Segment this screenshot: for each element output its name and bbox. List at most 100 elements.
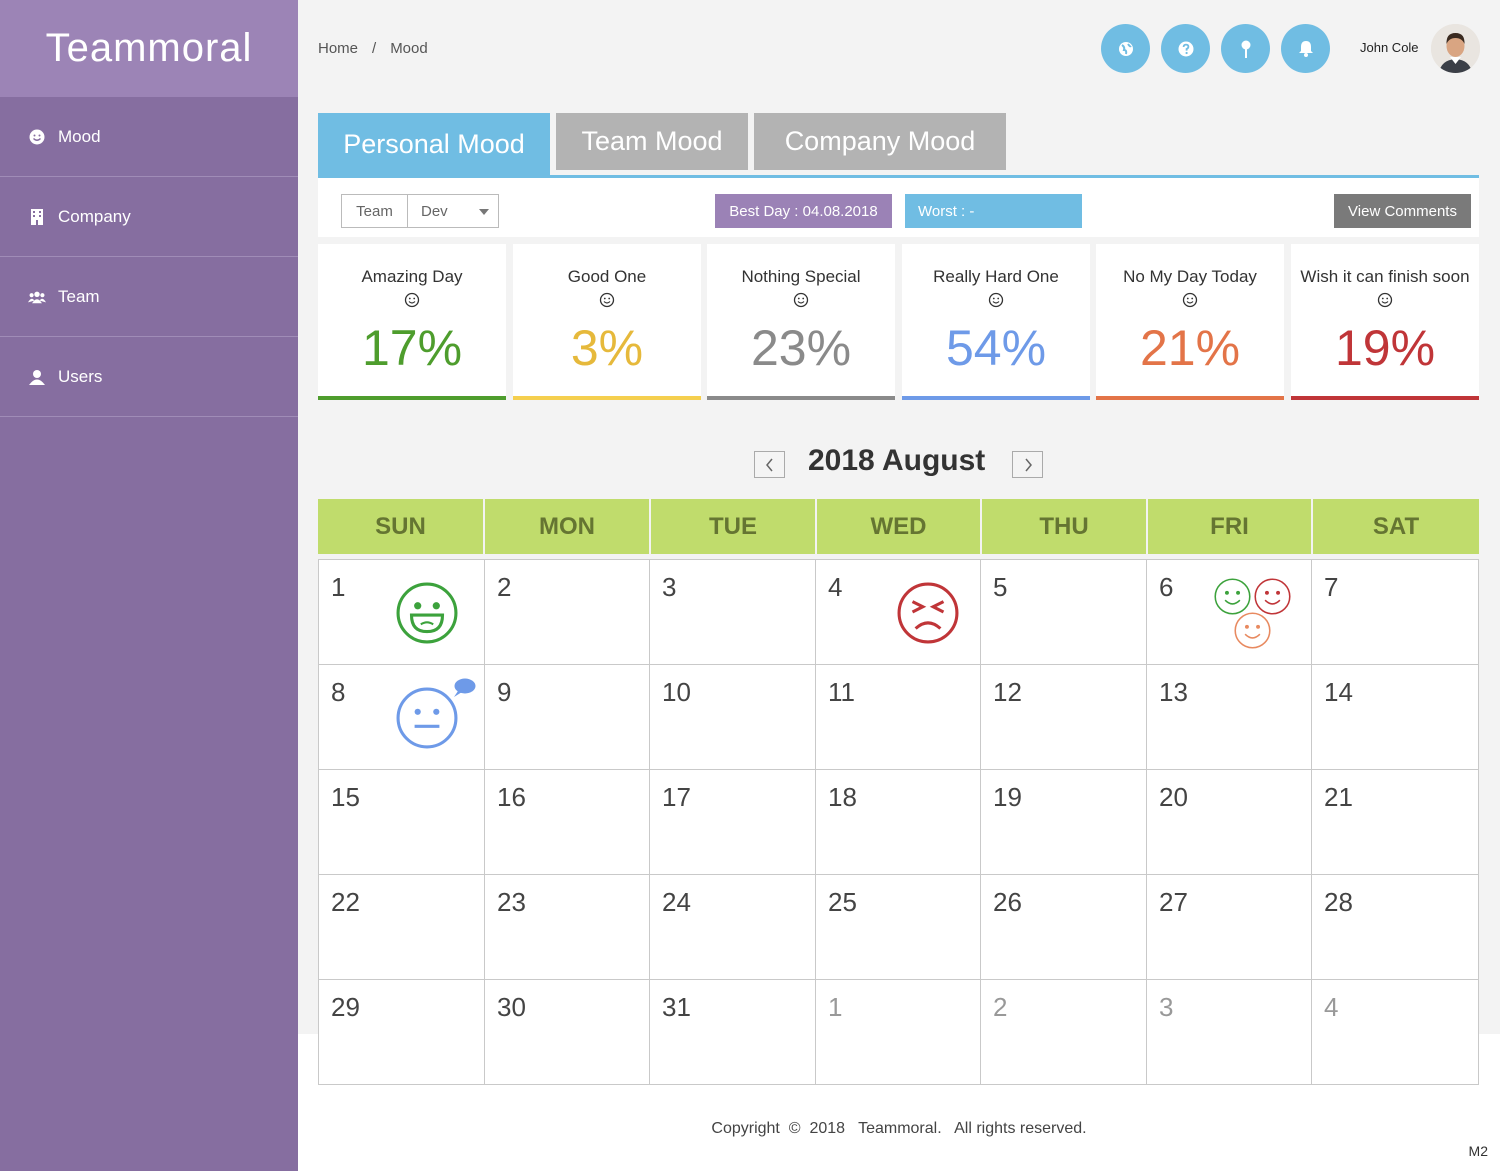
- calendar-day-cell[interactable]: 14: [1312, 665, 1479, 770]
- sidebar-item-company[interactable]: Company: [0, 177, 298, 257]
- tab-company-mood[interactable]: Company Mood: [754, 113, 1006, 170]
- calendar-day-cell[interactable]: 4: [816, 560, 981, 665]
- calendar-day-cell[interactable]: 28: [1312, 875, 1479, 980]
- stat-percent: 23%: [750, 320, 852, 376]
- chevron-right-icon: [1024, 458, 1032, 471]
- calendar-day-cell[interactable]: 15: [319, 770, 485, 875]
- sidebar-item-label: Mood: [58, 126, 101, 146]
- mood-stats: Amazing Day 17% Good One 3% Nothing Spec…: [318, 244, 1479, 400]
- hard-face-icon[interactable]: [897, 582, 959, 644]
- calendar-day-number: 3: [1159, 992, 1174, 1022]
- sidebar-item-label: Users: [58, 366, 103, 386]
- calendar-day-cell[interactable]: 25: [816, 875, 981, 980]
- stat-label: Really Hard One: [933, 267, 1059, 286]
- tab-team-mood[interactable]: Team Mood: [556, 113, 748, 170]
- avatar[interactable]: [1431, 24, 1480, 73]
- stat-card-really-hard-one: Really Hard One 54%: [902, 244, 1090, 400]
- calendar-day-cell[interactable]: 5: [981, 560, 1147, 665]
- stat-card-nothing-special: Nothing Special 23%: [707, 244, 895, 400]
- calendar-day-number: 1: [828, 992, 843, 1022]
- sad-face-icon[interactable]: [1254, 578, 1291, 615]
- filter-bar: Team Dev Best Day : 04.08.2018 Worst : -…: [318, 178, 1479, 237]
- sidebar-item-mood[interactable]: Mood: [0, 97, 298, 177]
- tab-personal-mood[interactable]: Personal Mood: [318, 113, 550, 175]
- view-comments-button[interactable]: View Comments: [1334, 194, 1471, 228]
- amazing-face-icon[interactable]: [396, 582, 458, 644]
- calendar-day-cell[interactable]: 12: [981, 665, 1147, 770]
- chevron-down-icon: [479, 209, 489, 215]
- globe-icon[interactable]: [1101, 24, 1150, 73]
- happy-face-icon[interactable]: [1214, 578, 1251, 615]
- calendar-day-cell[interactable]: 2: [981, 980, 1147, 1085]
- weekday-label: SUN: [318, 499, 483, 554]
- calendar-day-cell[interactable]: 6: [1147, 560, 1312, 665]
- smile-icon: [793, 292, 809, 308]
- calendar-day-number: 2: [497, 572, 512, 602]
- calendar-day-cell[interactable]: 4: [1312, 980, 1479, 1085]
- calendar-day-cell[interactable]: 2: [485, 560, 650, 665]
- calendar-day-cell[interactable]: 9: [485, 665, 650, 770]
- calendar-day-cell[interactable]: 16: [485, 770, 650, 875]
- calendar-day-cell[interactable]: 7: [1312, 560, 1479, 665]
- calendar-day-number: 27: [1159, 887, 1188, 917]
- stat-label: Nothing Special: [741, 267, 861, 286]
- calendar-day-cell[interactable]: 17: [650, 770, 816, 875]
- calendar-day-cell[interactable]: 22: [319, 875, 485, 980]
- calendar-day-number: 3: [662, 572, 677, 602]
- calendar-day-number: 30: [497, 992, 526, 1022]
- calendar-day-cell[interactable]: 21: [1312, 770, 1479, 875]
- stat-card-wish-it-can-finish-soon: Wish it can finish soon 19%: [1291, 244, 1479, 400]
- breadcrumb-home[interactable]: Home: [318, 40, 359, 57]
- calendar-day-cell[interactable]: 30: [485, 980, 650, 1085]
- help-icon[interactable]: [1161, 24, 1210, 73]
- calendar-day-number: 14: [1324, 677, 1353, 707]
- calendar-day-cell[interactable]: 23: [485, 875, 650, 980]
- calendar-day-cell[interactable]: 1: [319, 560, 485, 665]
- calendar-day-number: 24: [662, 887, 691, 917]
- stat-bar: [513, 396, 701, 400]
- sidebar-item-label: Team: [58, 286, 100, 306]
- bell-icon[interactable]: [1281, 24, 1330, 73]
- calendar-day-number: 4: [828, 572, 843, 602]
- calendar-day-cell[interactable]: 31: [650, 980, 816, 1085]
- meh-face-icon[interactable]: [1234, 612, 1271, 649]
- calendar-day-number: 4: [1324, 992, 1339, 1022]
- calendar-day-cell[interactable]: 8: [319, 665, 485, 770]
- calendar-day-cell[interactable]: 19: [981, 770, 1147, 875]
- stat-bar: [318, 396, 506, 400]
- calendar-day-cell[interactable]: 24: [650, 875, 816, 980]
- calendar-day-number: 10: [662, 677, 691, 707]
- comment-bubble-icon[interactable]: [452, 678, 476, 698]
- breadcrumb-separator: /: [372, 40, 377, 57]
- stat-bar: [1291, 396, 1479, 400]
- user-name[interactable]: John Cole: [1360, 40, 1419, 55]
- brand-logo[interactable]: Teammoral: [0, 0, 298, 97]
- calendar-day-cell[interactable]: 13: [1147, 665, 1312, 770]
- stat-percent: 3%: [570, 320, 644, 376]
- calendar-day-cell[interactable]: 18: [816, 770, 981, 875]
- calendar-day-number: 13: [1159, 677, 1188, 707]
- calendar-day-cell[interactable]: 29: [319, 980, 485, 1085]
- calendar-day-cell[interactable]: 20: [1147, 770, 1312, 875]
- next-month-button[interactable]: [1012, 451, 1043, 478]
- stat-bar: [1096, 396, 1284, 400]
- calendar-day-cell[interactable]: 3: [650, 560, 816, 665]
- user-icon: [28, 368, 46, 386]
- weekday-label: WED: [817, 499, 980, 554]
- pin-icon[interactable]: [1221, 24, 1270, 73]
- sidebar-item-users[interactable]: Users: [0, 337, 298, 417]
- calendar-day-cell[interactable]: 26: [981, 875, 1147, 980]
- team-select[interactable]: Team Dev: [341, 194, 499, 228]
- neutral-face-icon[interactable]: [396, 687, 458, 749]
- sidebar-item-team[interactable]: Team: [0, 257, 298, 337]
- stat-percent: 21%: [1139, 320, 1241, 376]
- footer-copyright: Copyright © 2018 Teammoral. All rights r…: [711, 1120, 1087, 1137]
- calendar-day-cell[interactable]: 27: [1147, 875, 1312, 980]
- calendar-day-cell[interactable]: 1: [816, 980, 981, 1085]
- prev-month-button[interactable]: [754, 451, 785, 478]
- calendar-day-cell[interactable]: 3: [1147, 980, 1312, 1085]
- calendar-day-number: 11: [828, 677, 855, 707]
- stat-percent: 17%: [361, 320, 463, 376]
- calendar-day-cell[interactable]: 11: [816, 665, 981, 770]
- calendar-day-cell[interactable]: 10: [650, 665, 816, 770]
